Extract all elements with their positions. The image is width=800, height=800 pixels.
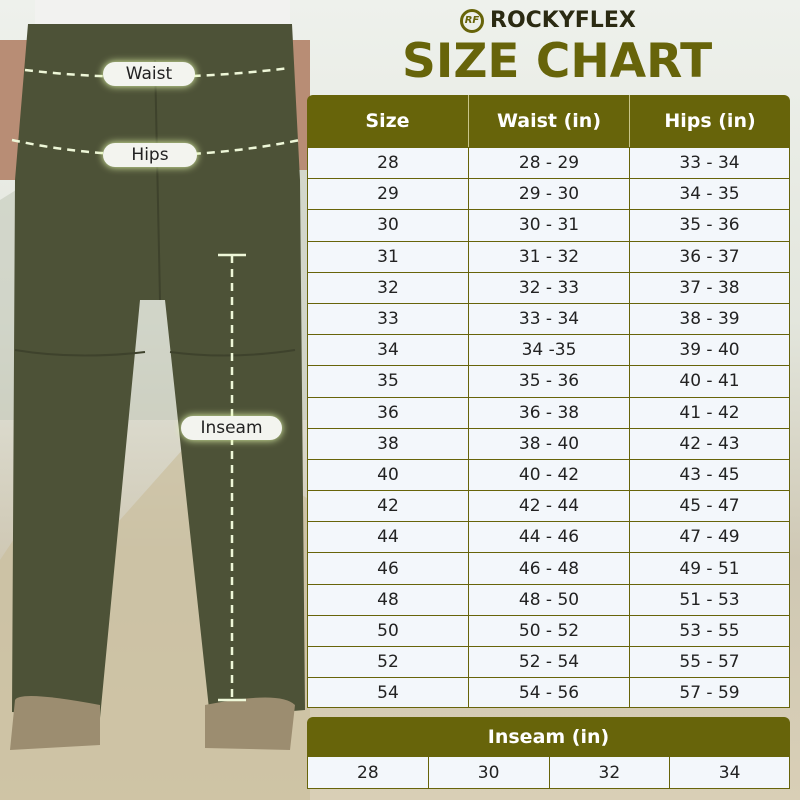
size-cell: 52 bbox=[307, 646, 468, 678]
hips-cell: 43 - 45 bbox=[629, 458, 790, 491]
hips-cell: 39 - 40 bbox=[629, 334, 790, 366]
size-cell: 32 bbox=[307, 271, 468, 303]
size-cell: 40 bbox=[307, 458, 468, 491]
rockyflex-logo-icon: RF bbox=[460, 8, 484, 33]
waist-cell: 30 - 31 bbox=[468, 209, 629, 241]
table-row: 40 40 - 42 43 - 45 bbox=[307, 458, 790, 491]
hips-cell: 41 - 42 bbox=[629, 396, 790, 428]
size-cell: 48 bbox=[307, 583, 468, 615]
size-cell: 34 bbox=[307, 334, 468, 366]
header-waist: Waist (in) bbox=[468, 95, 629, 147]
hips-cell: 47 - 49 bbox=[629, 521, 790, 553]
hips-cell: 49 - 51 bbox=[629, 552, 790, 584]
page-title: SIZE CHART bbox=[402, 34, 713, 89]
header-hips: Hips (in) bbox=[629, 95, 790, 147]
size-cell: 46 bbox=[307, 552, 468, 584]
hips-label: Hips bbox=[103, 143, 197, 167]
left-shoe bbox=[10, 696, 100, 750]
size-cell: 31 bbox=[307, 240, 468, 272]
size-cell: 54 bbox=[307, 677, 468, 709]
hips-cell: 40 - 41 bbox=[629, 365, 790, 397]
size-cell: 35 bbox=[307, 365, 468, 397]
size-cell: 29 bbox=[307, 178, 468, 210]
table-row: 36 36 - 38 41 - 42 bbox=[307, 396, 790, 428]
hips-cell: 38 - 39 bbox=[629, 302, 790, 335]
waist-label: Waist bbox=[103, 62, 195, 86]
hips-cell: 36 - 37 bbox=[629, 240, 790, 272]
size-cell: 36 bbox=[307, 396, 468, 428]
table-row: 29 29 - 30 34 - 35 bbox=[307, 178, 790, 210]
hips-cell: 55 - 57 bbox=[629, 646, 790, 678]
brand: RF ROCKYFLEX bbox=[460, 8, 636, 33]
hips-cell: 51 - 53 bbox=[629, 583, 790, 615]
pants bbox=[12, 24, 305, 718]
table-row: 32 32 - 33 37 - 38 bbox=[307, 271, 790, 303]
waist-cell: 44 - 46 bbox=[468, 521, 629, 553]
hips-cell: 34 - 35 bbox=[629, 178, 790, 210]
table-row: 38 38 - 40 42 - 43 bbox=[307, 427, 790, 459]
hips-cell: 35 - 36 bbox=[629, 209, 790, 241]
size-cell: 50 bbox=[307, 614, 468, 646]
hips-cell: 57 - 59 bbox=[629, 677, 790, 709]
inseam-table: Inseam (in) 28 30 32 34 bbox=[307, 717, 790, 789]
brand-name: ROCKYFLEX bbox=[490, 8, 636, 33]
waist-cell: 40 - 42 bbox=[468, 458, 629, 491]
pants-product-photo bbox=[0, 0, 310, 800]
hips-cell: 53 - 55 bbox=[629, 614, 790, 646]
size-cell: 42 bbox=[307, 490, 468, 522]
waist-cell: 54 - 56 bbox=[468, 677, 629, 709]
waist-cell: 29 - 30 bbox=[468, 178, 629, 210]
hips-cell: 33 - 34 bbox=[629, 147, 790, 179]
waist-cell: 34 -35 bbox=[468, 334, 629, 366]
table-row: 34 34 -35 39 - 40 bbox=[307, 334, 790, 366]
hips-cell: 42 - 43 bbox=[629, 427, 790, 459]
header-size: Size bbox=[307, 95, 468, 147]
hips-cell: 37 - 38 bbox=[629, 271, 790, 303]
header-inseam: Inseam (in) bbox=[307, 717, 790, 756]
table-row: 54 54 - 56 57 - 59 bbox=[307, 677, 790, 709]
waist-cell: 33 - 34 bbox=[468, 302, 629, 335]
inseam-value: 32 bbox=[548, 756, 670, 789]
waist-cell: 46 - 48 bbox=[468, 552, 629, 584]
table-row: 31 31 - 32 36 - 37 bbox=[307, 240, 790, 272]
waist-cell: 36 - 38 bbox=[468, 396, 629, 428]
table-row: 28 28 - 29 33 - 34 bbox=[307, 147, 790, 179]
table-row: 46 46 - 48 49 - 51 bbox=[307, 552, 790, 584]
table-row: 44 44 - 46 47 - 49 bbox=[307, 521, 790, 553]
right-shoe bbox=[205, 697, 295, 750]
table-row: 50 50 - 52 53 - 55 bbox=[307, 614, 790, 646]
waist-cell: 28 - 29 bbox=[468, 147, 629, 179]
size-table: Size Waist (in) Hips (in) 28 28 - 29 33 - … bbox=[307, 95, 790, 709]
inseam-value: 28 bbox=[307, 756, 428, 789]
waist-cell: 52 - 54 bbox=[468, 646, 629, 678]
waist-cell: 35 - 36 bbox=[468, 365, 629, 397]
inseam-value: 30 bbox=[427, 756, 549, 789]
inseam-value: 34 bbox=[669, 756, 790, 789]
size-cell: 33 bbox=[307, 302, 468, 335]
waist-cell: 32 - 33 bbox=[468, 271, 629, 303]
waist-cell: 50 - 52 bbox=[468, 614, 629, 646]
hips-cell: 45 - 47 bbox=[629, 490, 790, 522]
waist-cell: 48 - 50 bbox=[468, 583, 629, 615]
size-cell: 44 bbox=[307, 521, 468, 553]
table-row: 52 52 - 54 55 - 57 bbox=[307, 646, 790, 678]
size-cell: 30 bbox=[307, 209, 468, 241]
shirt bbox=[35, 0, 290, 28]
waist-cell: 42 - 44 bbox=[468, 490, 629, 522]
table-row: 30 30 - 31 35 - 36 bbox=[307, 209, 790, 241]
size-cell: 28 bbox=[307, 147, 468, 179]
size-cell: 38 bbox=[307, 427, 468, 459]
inseam-label: Inseam bbox=[181, 416, 282, 440]
table-row: 35 35 - 36 40 - 41 bbox=[307, 365, 790, 397]
waist-cell: 31 - 32 bbox=[468, 240, 629, 272]
waist-cell: 38 - 40 bbox=[468, 427, 629, 459]
table-row: 42 42 - 44 45 - 47 bbox=[307, 490, 790, 522]
table-row: 33 33 - 34 38 - 39 bbox=[307, 302, 790, 335]
table-row: 48 48 - 50 51 - 53 bbox=[307, 583, 790, 615]
